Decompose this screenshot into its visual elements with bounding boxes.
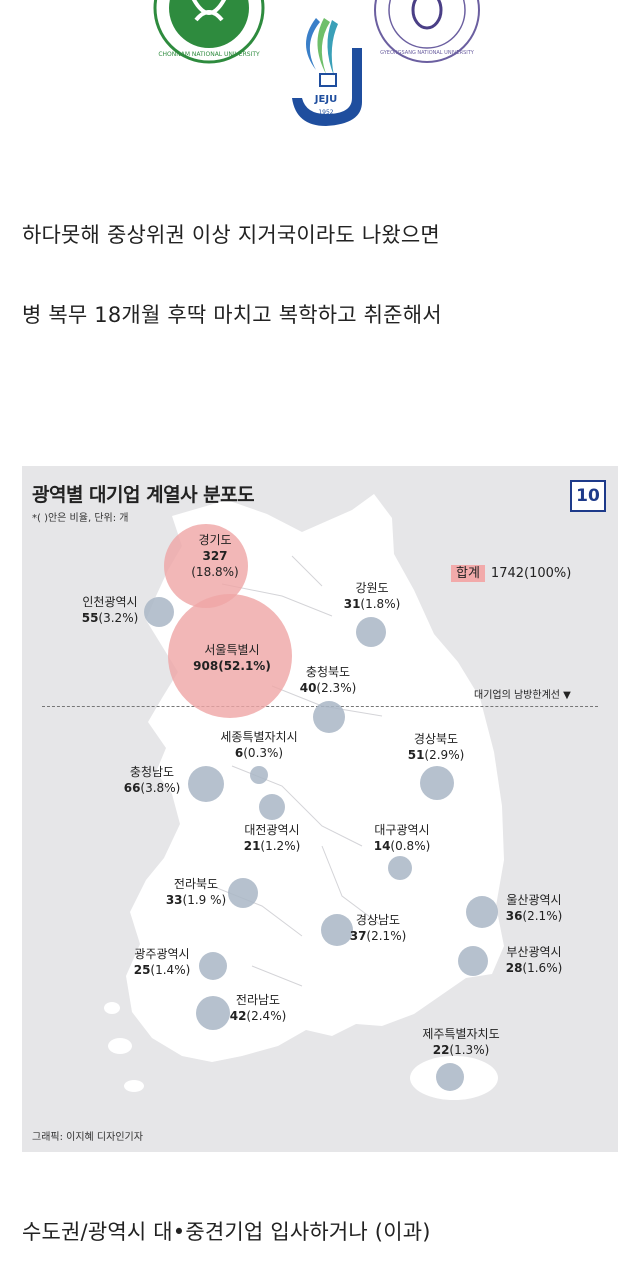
bubble-gwangju: [199, 952, 227, 980]
region-label-chungnam: 충청남도 66(3.8%): [123, 765, 181, 795]
bubble-sejong: [250, 766, 268, 784]
region-label-daegu: 대구광역시 14(0.8%): [373, 823, 431, 853]
jeju-university-logo: JEJU 1952: [292, 18, 362, 126]
region-label-gyeongbuk: 경상북도 51(2.9%): [407, 732, 465, 762]
region-label-gwangju: 광주광역시 25(1.4%): [133, 947, 191, 977]
korea-distribution-map: 광역별 대기업 계열사 분포도 *( )안은 비율, 단위: 개 10 합계 17…: [22, 466, 618, 1152]
chonnam-logo-text: CHONNAM NATIONAL UNIVERSITY: [158, 51, 260, 58]
page-number-badge: 10: [570, 480, 606, 512]
region-label-jeju: 제주특별자치도 22(1.3%): [422, 1027, 500, 1057]
region-label-sejong: 세종특별자치시 6(0.3%): [220, 730, 298, 760]
bubble-gangwon: [356, 617, 386, 647]
bubble-jeonnam: [196, 996, 230, 1030]
post-text-line-2: 병 복무 18개월 후딱 마치고 복학하고 취준해서: [22, 303, 442, 327]
bubble-daegu: [388, 856, 412, 880]
region-label-busan: 부산광역시 28(1.6%): [505, 945, 563, 975]
bubble-busan: [458, 946, 488, 976]
total-label: 합계: [451, 565, 485, 582]
region-label-chungbuk: 충청북도 40(2.3%): [299, 665, 357, 695]
bubble-gyeongbuk: [420, 766, 454, 800]
jeju-logo-year: 1952: [318, 109, 333, 116]
region-label-jeonnam: 전라남도 42(2.4%): [229, 993, 287, 1023]
bubble-chungbuk: [313, 701, 345, 733]
bubble-jeju: [436, 1063, 464, 1091]
region-label-jeonbuk: 전라북도 33(1.9 %): [165, 877, 227, 907]
region-label-gangwon: 강원도 31(1.8%): [343, 581, 401, 611]
chonnam-university-logo: CHONNAM NATIONAL UNIVERSITY: [153, 0, 265, 64]
gyeongsang-university-logo: GYEONGSANG NATIONAL UNIVERSITY: [374, 0, 480, 63]
map-title: 광역별 대기업 계열사 분포도: [32, 484, 255, 506]
total-summary: 합계 1742(100%): [451, 562, 572, 582]
bubble-gyeongnam: [321, 914, 353, 946]
bubble-gyeonggi: [164, 524, 248, 608]
region-label-daejeon: 대전광역시 21(1.2%): [243, 823, 301, 853]
region-label-seoul: 서울특별시 908(52.1%): [193, 643, 271, 673]
southern-limit-label: 대기업의 남방한계선 ▼: [474, 690, 571, 701]
map-subtitle: *( )안은 비율, 단위: 개: [32, 513, 129, 524]
gyeongsang-logo-text: GYEONGSANG NATIONAL UNIVERSITY: [380, 50, 475, 56]
jeju-logo-text: JEJU: [314, 94, 337, 105]
bubble-incheon: [144, 597, 174, 627]
post-text-line-1: 하다못해 중상위권 이상 지거국이라도 나왔으면: [22, 223, 440, 247]
region-label-gyeonggi: 경기도 327 (18.8%): [191, 533, 239, 579]
bubble-jeonbuk: [228, 878, 258, 908]
region-label-ulsan: 울산광역시 36(2.1%): [505, 893, 563, 923]
bubble-seoul: [168, 594, 292, 718]
bubble-chungnam: [188, 766, 224, 802]
region-label-incheon: 인천광역시 55(3.2%): [81, 595, 139, 625]
total-value: 1742(100%): [490, 566, 572, 581]
bubble-ulsan: [466, 896, 498, 928]
bubble-daejeon: [259, 794, 285, 820]
graphic-credit: 그래픽: 이지혜 디자인기자: [32, 1132, 143, 1143]
region-label-gyeongnam: 경상남도 37(2.1%): [349, 913, 407, 943]
post-text-line-3: 수도권/광역시 대•중견기업 입사하거나 (이과): [22, 1220, 431, 1244]
